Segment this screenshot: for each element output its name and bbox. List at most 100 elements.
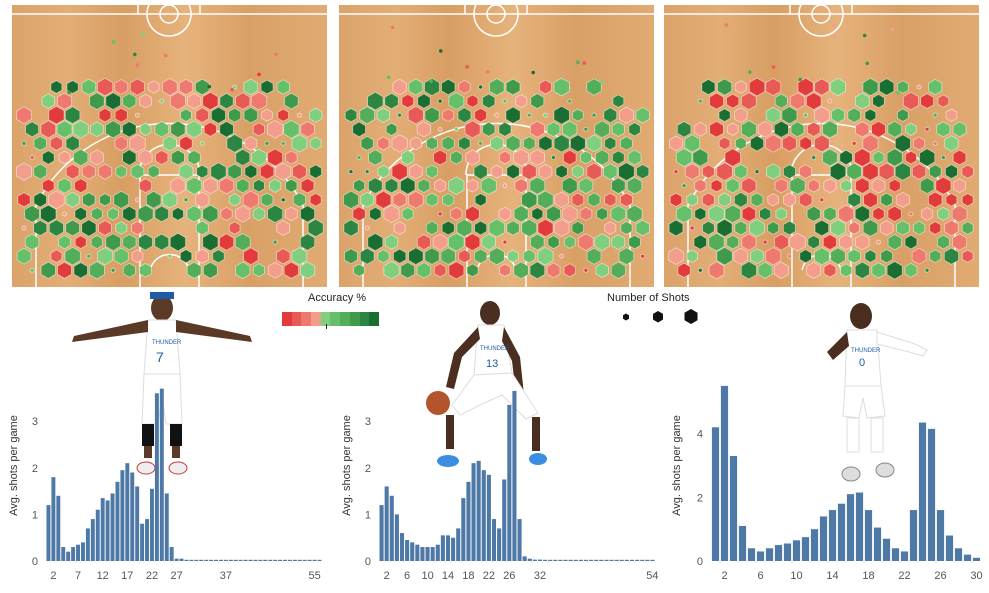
histogram-bar xyxy=(287,559,292,561)
histogram-bar xyxy=(604,559,609,561)
histogram-bar xyxy=(502,479,507,561)
shot-hexbin xyxy=(749,218,765,238)
shot-hexbin xyxy=(40,120,57,139)
shot-hexbin xyxy=(360,135,374,151)
shot-hexbin xyxy=(555,164,568,179)
shot-hexbin xyxy=(774,93,788,109)
shot-hexbin xyxy=(147,164,160,179)
shot-hexbin xyxy=(797,77,814,97)
shot-hexbin xyxy=(473,163,488,180)
shot-hexbin xyxy=(924,126,930,132)
histogram-bar xyxy=(855,492,864,561)
histogram-bar xyxy=(640,559,645,561)
shot-size-legend xyxy=(623,309,698,324)
shot-hexbin xyxy=(774,178,788,194)
shot-hexbin xyxy=(155,149,169,166)
shot-hexbin xyxy=(618,162,635,182)
shot-hexbin xyxy=(352,206,366,222)
histogram-bar xyxy=(553,559,558,561)
shot-hexbin xyxy=(952,149,967,166)
shot-hexbin xyxy=(450,150,463,165)
shot-hexbin xyxy=(494,112,500,118)
histogram-bar xyxy=(909,510,918,561)
shot-hexbin xyxy=(944,135,959,152)
shot-hexbin xyxy=(822,148,838,167)
shot-hexbin xyxy=(81,219,97,237)
shot-hexbin xyxy=(733,247,749,265)
histogram-bar xyxy=(583,559,589,561)
shot-dot xyxy=(257,72,261,77)
shot-dot xyxy=(600,80,605,85)
histogram-bar xyxy=(810,529,819,561)
shot-hexbin xyxy=(827,98,833,104)
shot-hexbin xyxy=(179,135,193,152)
shot-hexbin xyxy=(936,234,950,250)
shot-hexbin xyxy=(65,135,80,152)
histogram-bar xyxy=(120,470,125,561)
shot-hexbin xyxy=(129,133,146,153)
shot-hexbin xyxy=(789,92,806,110)
shot-hexbin xyxy=(767,221,780,235)
shot-hexbin xyxy=(16,247,32,265)
shot-hexbin xyxy=(267,261,283,279)
histogram-bar xyxy=(527,558,532,561)
histogram-bar xyxy=(537,559,543,561)
shot-hexbin xyxy=(823,178,837,194)
histogram-bar xyxy=(650,559,655,561)
shot-hexbin xyxy=(202,204,219,224)
player-2-jersey: 13 xyxy=(486,358,498,370)
shot-hexbin xyxy=(559,253,564,259)
shot-hexbin xyxy=(426,136,438,151)
histogram-bar xyxy=(278,559,283,561)
shot-hexbin xyxy=(895,220,910,236)
shot-hexbin xyxy=(765,246,782,266)
shot-hexbin xyxy=(921,206,934,221)
shot-hexbin xyxy=(878,162,895,181)
histogram-bar xyxy=(476,460,481,561)
shot-hexbin xyxy=(98,220,112,236)
shot-hexbin xyxy=(831,107,845,124)
shot-hexbin xyxy=(33,219,48,237)
shot-hexbin xyxy=(292,192,307,208)
histogram-bar xyxy=(184,559,189,561)
shot-hexbin xyxy=(244,135,258,151)
shot-hexbin xyxy=(408,190,424,209)
shot-hexbin xyxy=(122,233,137,251)
x-tick-label: 12 xyxy=(97,570,109,582)
shot-hexbin xyxy=(267,148,284,167)
shot-hexbin xyxy=(65,219,80,237)
shot-hexbin xyxy=(385,122,398,136)
shot-hexbin xyxy=(775,207,788,221)
shot-hexbin xyxy=(408,247,424,266)
shot-hexbin xyxy=(928,78,943,96)
shot-hexbin xyxy=(242,190,259,210)
shot-hexbin xyxy=(218,233,235,251)
shot-hexbin xyxy=(726,234,740,250)
shot-hexbin xyxy=(741,205,756,223)
histogram-bar xyxy=(635,559,640,561)
histogram-bar xyxy=(532,559,537,561)
shot-hexbin xyxy=(56,120,73,139)
shot-hexbin xyxy=(561,204,578,224)
shot-hexbin xyxy=(448,92,465,111)
shot-hexbin xyxy=(765,134,782,153)
shot-hexbin xyxy=(307,218,324,238)
shot-hexbin xyxy=(762,239,768,245)
shot-hexbin xyxy=(137,204,154,224)
histogram-bar xyxy=(900,551,909,561)
histogram-bar xyxy=(145,519,149,561)
shot-hexbin xyxy=(58,234,71,250)
shot-hexbin xyxy=(260,79,274,95)
shot-hexbin xyxy=(353,263,365,277)
shot-hexbin xyxy=(202,261,218,279)
shot-hexbin xyxy=(847,248,861,264)
shot-hexbin xyxy=(507,249,519,263)
histogram-bar xyxy=(882,538,891,561)
histogram-bar xyxy=(512,390,517,561)
shot-hexbin xyxy=(268,178,282,193)
shot-hexbin xyxy=(110,267,116,273)
shot-hexbin xyxy=(154,205,170,223)
shot-hexbin xyxy=(872,206,885,221)
shot-hexbin xyxy=(384,92,399,110)
histogram-bar xyxy=(405,540,410,561)
